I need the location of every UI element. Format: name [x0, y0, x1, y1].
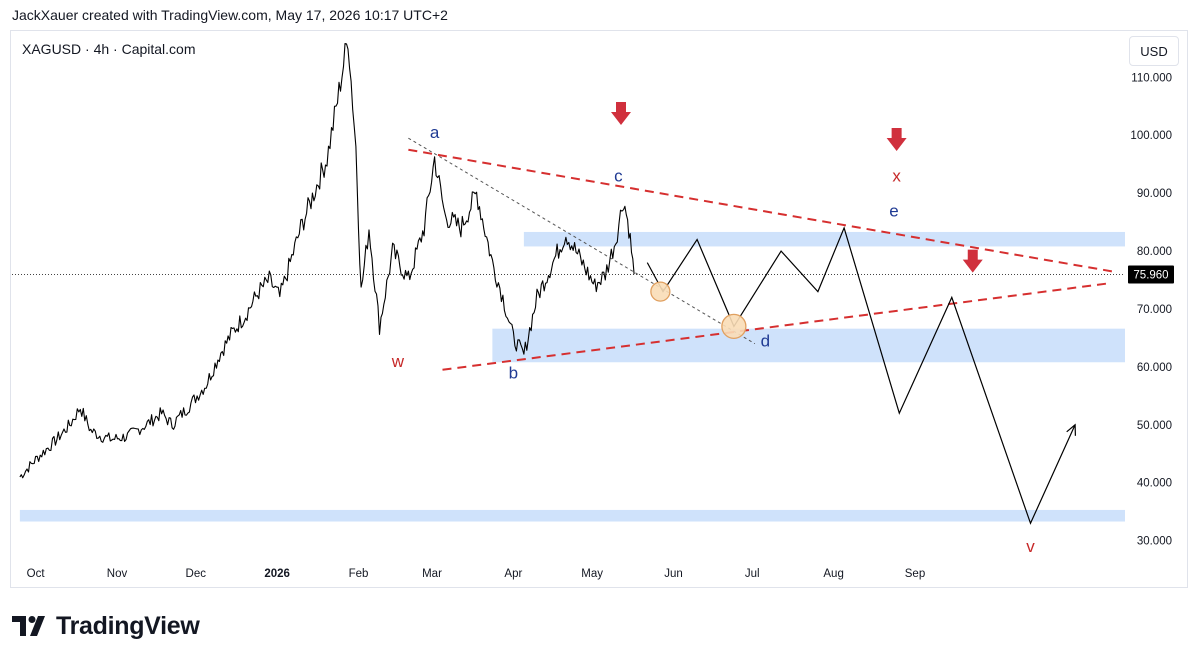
x-tick-label: May [581, 568, 603, 580]
x-tick-label: Aug [823, 568, 843, 580]
x-tick-label: Dec [186, 568, 207, 580]
y-tick-label: 30.000 [1137, 536, 1172, 548]
x-tick-label: Oct [27, 568, 46, 580]
wave-circle-1 [721, 313, 747, 340]
x-tick-label: Apr [504, 568, 522, 580]
y-tick-label: 40.000 [1137, 478, 1172, 490]
x-tick-label: Sep [905, 568, 925, 580]
down-arrow-icon [611, 101, 631, 125]
chart-attribution: JackXauer created with TradingView.com, … [12, 7, 448, 23]
y-tick-label: 100.000 [1130, 130, 1172, 142]
y-tick-label: 60.000 [1137, 362, 1172, 374]
zone-2 [19, 509, 1125, 522]
down-arrow-icon [886, 128, 907, 152]
wave-label-d: d [761, 332, 770, 351]
current-price-label: 75.960 [1133, 269, 1168, 281]
projection-arrowhead [1066, 423, 1076, 436]
wave-label-x: x [892, 167, 901, 186]
projection-line [646, 226, 1076, 525]
y-tick-label: 110.000 [1131, 72, 1172, 84]
x-tick-label: 2026 [264, 568, 290, 580]
y-tick-label: 90.000 [1137, 188, 1172, 200]
upper-triangle-line [408, 148, 1113, 273]
wave-label-w: w [391, 352, 405, 371]
y-tick-label: 50.000 [1137, 420, 1172, 432]
brand-name: TradingView [56, 612, 200, 640]
wave-label-c: c [614, 167, 623, 186]
annotation-marks: w a b c d ex v [391, 101, 1035, 556]
current-price-badge [1128, 265, 1174, 284]
zone-1 [492, 328, 1125, 363]
zone-0 [523, 231, 1125, 247]
support-resistance-zones [19, 231, 1125, 522]
chart-frame [10, 30, 1188, 588]
trendlines [12, 137, 1125, 371]
symbol-info: XAGUSD · 4h · Capital.com [22, 41, 196, 57]
dotted-trendline [408, 137, 756, 345]
down-arrow-icon [962, 249, 983, 273]
x-tick-label: Jul [745, 568, 760, 580]
x-tick-label: Feb [349, 568, 369, 580]
x-tick-label: Mar [422, 568, 442, 580]
price-line [19, 43, 635, 479]
wave-label-e: e [889, 201, 898, 220]
x-tick-label: Jun [664, 568, 683, 580]
axes: 30.000 40.000 50.000 60.000 70.000 80.000 90.0… [27, 72, 1174, 580]
tradingview-logo-icon [12, 615, 45, 636]
projection-path [646, 226, 1076, 525]
wave-circle-0 [650, 281, 671, 302]
footer-branding: TradingView [12, 612, 200, 641]
y-tick-label: 80.000 [1137, 246, 1172, 258]
x-tick-label: Nov [107, 568, 128, 580]
wave-label-a: a [430, 123, 440, 142]
wave-label-v: v [1026, 537, 1035, 556]
wave-label-b: b [509, 363, 518, 382]
currency-button[interactable]: USD [1129, 36, 1179, 66]
y-tick-label: 70.000 [1137, 304, 1172, 316]
lower-triangle-line [442, 281, 1113, 371]
price-series [19, 43, 635, 479]
